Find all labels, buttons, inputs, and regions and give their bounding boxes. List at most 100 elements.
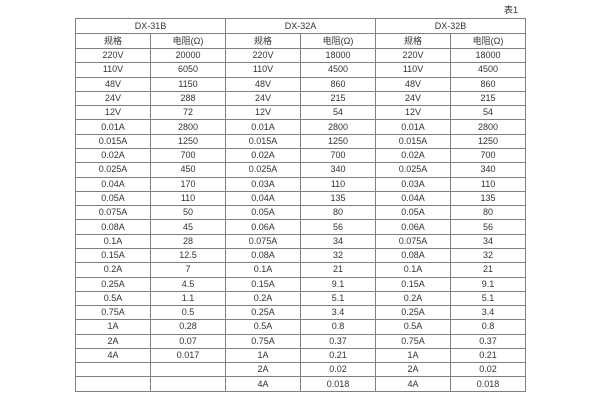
spec-cell: 0.025A <box>375 162 452 178</box>
col-header-resistance-1: 电阻(Ω) <box>149 33 227 49</box>
spec-cell: 0.03A <box>375 176 452 192</box>
resistance-cell: 860 <box>300 76 377 92</box>
spec-cell: 0.75A <box>75 305 151 321</box>
resistance-cell: 0.5 <box>149 305 227 321</box>
col-header-resistance-2: 电阻(Ω) <box>300 33 377 49</box>
col-header-spec-3: 规格 <box>375 33 452 49</box>
resistance-cell: 0.02 <box>450 362 527 378</box>
column-header-row: 规格 电阻(Ω) 规格 电阻(Ω) 规格 电阻(Ω) <box>75 33 527 49</box>
resistance-cell: 215 <box>300 90 377 107</box>
table-row: 0.75A 0.5 0.25A 3.4 0.25A 3.4 <box>75 305 527 321</box>
resistance-cell: 0.018 <box>300 376 377 392</box>
table-row: 0.04A 170 0.03A 110 0.03A 110 <box>75 176 527 192</box>
table-row: 0.08A 45 0.06A 56 0.06A 56 <box>75 219 527 235</box>
resistance-cell: 0.28 <box>149 319 227 335</box>
table-row: 48V 1150 48V 860 48V 860 <box>75 76 527 92</box>
resistance-cell: 0.21 <box>300 347 377 364</box>
resistance-cell: 21 <box>450 262 527 278</box>
resistance-cell: 2800 <box>300 119 377 135</box>
spec-cell: 0.025A <box>75 162 151 178</box>
resistance-cell: 54 <box>450 105 527 121</box>
table-row: 12V 72 12V 54 12V 54 <box>75 105 527 121</box>
spec-cell: 2A <box>75 333 151 349</box>
col-header-spec-2: 规格 <box>225 33 302 49</box>
spec-cell: 0.08A <box>375 247 452 264</box>
resistance-cell: 3.4 <box>450 305 527 321</box>
spec-cell: 12V <box>375 105 452 121</box>
resistance-cell: 9.1 <box>300 276 377 292</box>
spec-cell: 0.2A <box>375 290 452 307</box>
spec-cell: 4A <box>75 347 151 364</box>
resistance-cell: 1.1 <box>149 290 227 307</box>
spec-cell: 12V <box>75 105 151 121</box>
spec-cell: 0.25A <box>225 305 302 321</box>
resistance-cell: 135 <box>300 190 377 207</box>
spec-cell: 220V <box>75 47 151 64</box>
resistance-cell: 0.37 <box>300 333 377 349</box>
spec-cell: 48V <box>75 76 151 92</box>
table-row: 0.2A 7 0.1A 21 0.1A 21 <box>75 262 527 278</box>
table-row: 220V 20000 220V 18000 220V 18000 <box>75 47 527 64</box>
spec-cell: 0.01A <box>225 119 302 135</box>
spec-cell: 24V <box>75 90 151 107</box>
spec-cell: 0.015A <box>375 133 452 149</box>
resistance-cell: 340 <box>300 162 377 178</box>
spec-cell: 0.04A <box>75 176 151 192</box>
resistance-cell: 32 <box>450 247 527 264</box>
table-row: 0.015A 1250 0.015A 1250 0.015A 1250 <box>75 133 527 149</box>
spec-cell: 0.75A <box>225 333 302 349</box>
col-header-resistance-3: 电阻(Ω) <box>450 33 527 49</box>
resistance-cell: 135 <box>450 190 527 207</box>
spec-cell <box>75 376 151 392</box>
spec-cell: 0.06A <box>225 219 302 235</box>
resistance-cell: 6050 <box>149 62 227 78</box>
resistance-cell: 4500 <box>300 62 377 78</box>
resistance-cell: 34 <box>300 233 377 249</box>
table-body: 220V 20000 220V 18000 220V 18000 110V 6050 110V 4… <box>75 47 527 392</box>
spec-cell: 48V <box>225 76 302 92</box>
spec-cell: 0.075A <box>375 233 452 249</box>
resistance-cell: 80 <box>450 205 527 221</box>
spec-cell: 0.01A <box>375 119 452 135</box>
resistance-cell: 110 <box>450 176 527 192</box>
resistance-cell: 5.1 <box>300 290 377 307</box>
spec-cell: 2A <box>225 362 302 378</box>
resistance-cell: 340 <box>450 162 527 178</box>
resistance-cell: 110 <box>149 190 227 207</box>
table-row: 24V 288 24V 215 24V 215 <box>75 90 527 107</box>
spec-cell: 48V <box>375 76 452 92</box>
spec-cell: 0.02A <box>225 147 302 164</box>
table-row: 0.25A 4.5 0.15A 9.1 0.15A 9.1 <box>75 276 527 292</box>
table-row: 0.15A 12.5 0.08A 32 0.08A 32 <box>75 247 527 264</box>
resistance-cell: 110 <box>300 176 377 192</box>
table-row: 0.075A 50 0.05A 80 0.05A 80 <box>75 205 527 221</box>
spec-cell: 0.075A <box>225 233 302 249</box>
spec-cell: 0.5A <box>375 319 452 335</box>
resistance-cell: 4500 <box>450 62 527 78</box>
spec-cell: 24V <box>375 90 452 107</box>
spec-cell: 0.25A <box>75 276 151 292</box>
spec-cell: 0.2A <box>75 262 151 278</box>
spec-cell: 4A <box>225 376 302 392</box>
spec-cell: 0.15A <box>375 276 452 292</box>
spec-cell: 0.5A <box>225 319 302 335</box>
resistance-cell: 700 <box>149 147 227 164</box>
resistance-cell: 860 <box>450 76 527 92</box>
resistance-cell: 0.017 <box>149 347 227 364</box>
spec-cell: 0.15A <box>75 247 151 264</box>
spec-cell: 0.08A <box>75 219 151 235</box>
resistance-cell: 0.37 <box>450 333 527 349</box>
spec-cell: 0.1A <box>225 262 302 278</box>
table-row: 4A 0.017 1A 0.21 1A 0.21 <box>75 347 527 364</box>
group-header-row: DX-31B DX-32A DX-32B <box>74 18 527 34</box>
resistance-cell: 5.1 <box>450 290 527 307</box>
group-header-dx31b: DX-31B <box>74 18 227 34</box>
table-row: 110V 6050 110V 4500 110V 4500 <box>75 62 527 78</box>
spec-cell: 0.05A <box>375 205 452 221</box>
col-header-spec-1: 规格 <box>75 33 151 49</box>
group-header-dx32b: DX-32B <box>375 18 527 34</box>
resistance-cell: 7 <box>149 262 227 278</box>
resistance-cell: 34 <box>450 233 527 249</box>
spec-cell: 0.75A <box>375 333 452 349</box>
